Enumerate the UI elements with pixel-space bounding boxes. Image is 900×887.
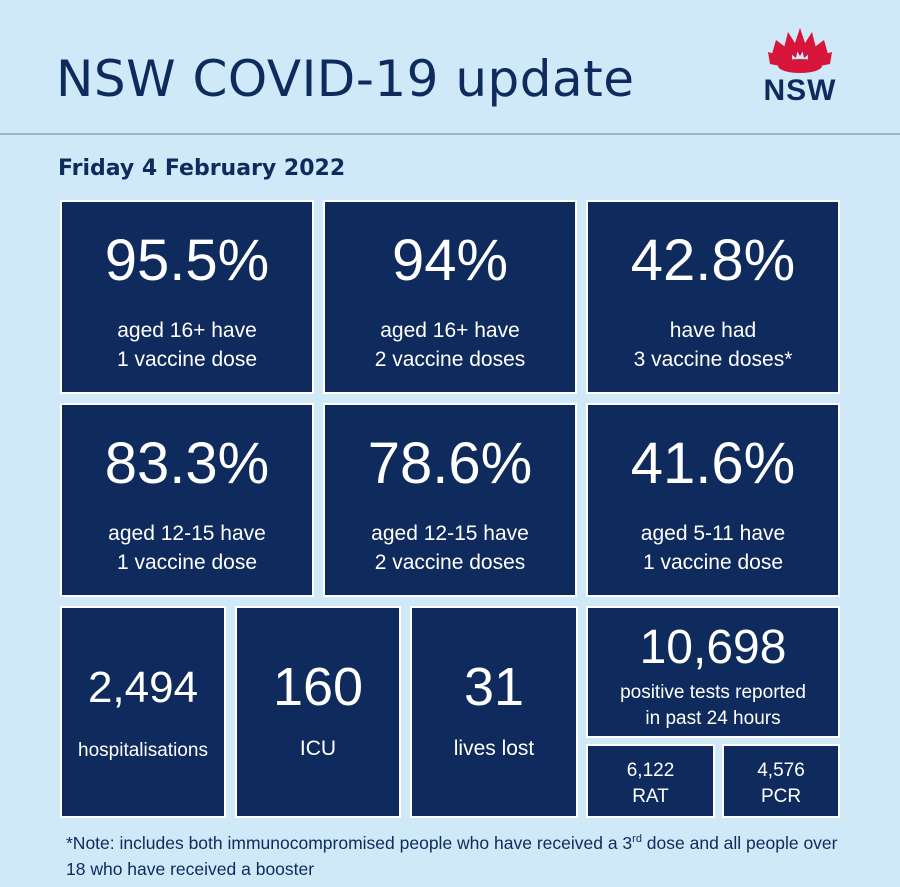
report-date: Friday 4 February 2022 [58, 156, 346, 181]
stat-label: 1 vaccine dose [116, 348, 258, 371]
stat-tile: 94% aged 16+ have 2 vaccine doses [323, 200, 577, 394]
icu-tile: 160 ICU [235, 606, 401, 818]
stat-label: have had [669, 319, 757, 342]
stat-label: aged 12-15 have [371, 522, 529, 545]
stat-label: 3 vaccine doses* [633, 348, 793, 371]
stat-value: 41.6% [630, 431, 796, 496]
footnote-text: *Note: includes both immunocompromised p… [66, 832, 633, 853]
positive-tests-value: 10,698 [639, 621, 787, 674]
stat-tile: 95.5% aged 16+ have 1 vaccine dose [60, 200, 314, 394]
stat-tile: 41.6% aged 5-11 have 1 vaccine dose [586, 403, 840, 597]
stat-label: 1 vaccine dose [642, 551, 784, 574]
lives-lost-label: lives lost [453, 737, 535, 760]
stat-label: aged 12-15 have [108, 522, 266, 545]
lives-lost-value: 31 [463, 657, 525, 717]
rat-value: 6,122 [626, 760, 675, 781]
stat-tile: 78.6% aged 12-15 have 2 vaccine doses [323, 403, 577, 597]
stat-label: 1 vaccine dose [116, 551, 258, 574]
page-header: NSW COVID-19 update NSW [0, 0, 900, 135]
page-title: NSW COVID-19 update [56, 50, 635, 108]
stat-label: 2 vaccine doses [374, 551, 526, 574]
logo-text: NSW [763, 74, 837, 107]
waratah-icon [768, 28, 832, 73]
hospitalisations-tile: 2,494 hospitalisations [60, 606, 226, 818]
positive-tests-label: positive tests reported [620, 682, 806, 703]
pcr-value: 4,576 [757, 760, 805, 781]
stat-label: aged 16+ have [117, 319, 257, 342]
pcr-tile: 4,576 PCR [722, 744, 840, 818]
nsw-logo: NSW [758, 26, 842, 110]
icu-value: 160 [272, 657, 364, 717]
stat-tile: 42.8% have had 3 vaccine doses* [586, 200, 840, 394]
pcr-label: PCR [760, 786, 802, 807]
rat-label: RAT [632, 786, 669, 807]
stat-value: 78.6% [367, 431, 533, 496]
positive-tests-tile: 10,698 positive tests reported in past 2… [586, 606, 840, 738]
rat-tile: 6,122 RAT [586, 744, 715, 818]
hospitalisations-label: hospitalisations [78, 740, 208, 761]
stat-value: 42.8% [630, 228, 796, 293]
footnote-superscript: rd [632, 833, 642, 845]
stat-label: aged 5-11 have [640, 522, 786, 545]
stat-label: 2 vaccine doses [374, 348, 526, 371]
stat-value: 95.5% [104, 228, 270, 293]
footnote-text: dose and all people over 18 who have rec… [66, 832, 838, 879]
footnote: *Note: includes both immunocompromised p… [66, 826, 856, 882]
hospitalisations-value: 2,494 [87, 663, 199, 712]
stat-value: 94% [391, 228, 509, 293]
lives-lost-tile: 31 lives lost [410, 606, 578, 818]
stat-label: aged 16+ have [380, 319, 520, 342]
icu-label: ICU [299, 737, 337, 760]
stat-tile: 83.3% aged 12-15 have 1 vaccine dose [60, 403, 314, 597]
positive-tests-label: in past 24 hours [645, 708, 781, 729]
stat-value: 83.3% [104, 431, 270, 496]
